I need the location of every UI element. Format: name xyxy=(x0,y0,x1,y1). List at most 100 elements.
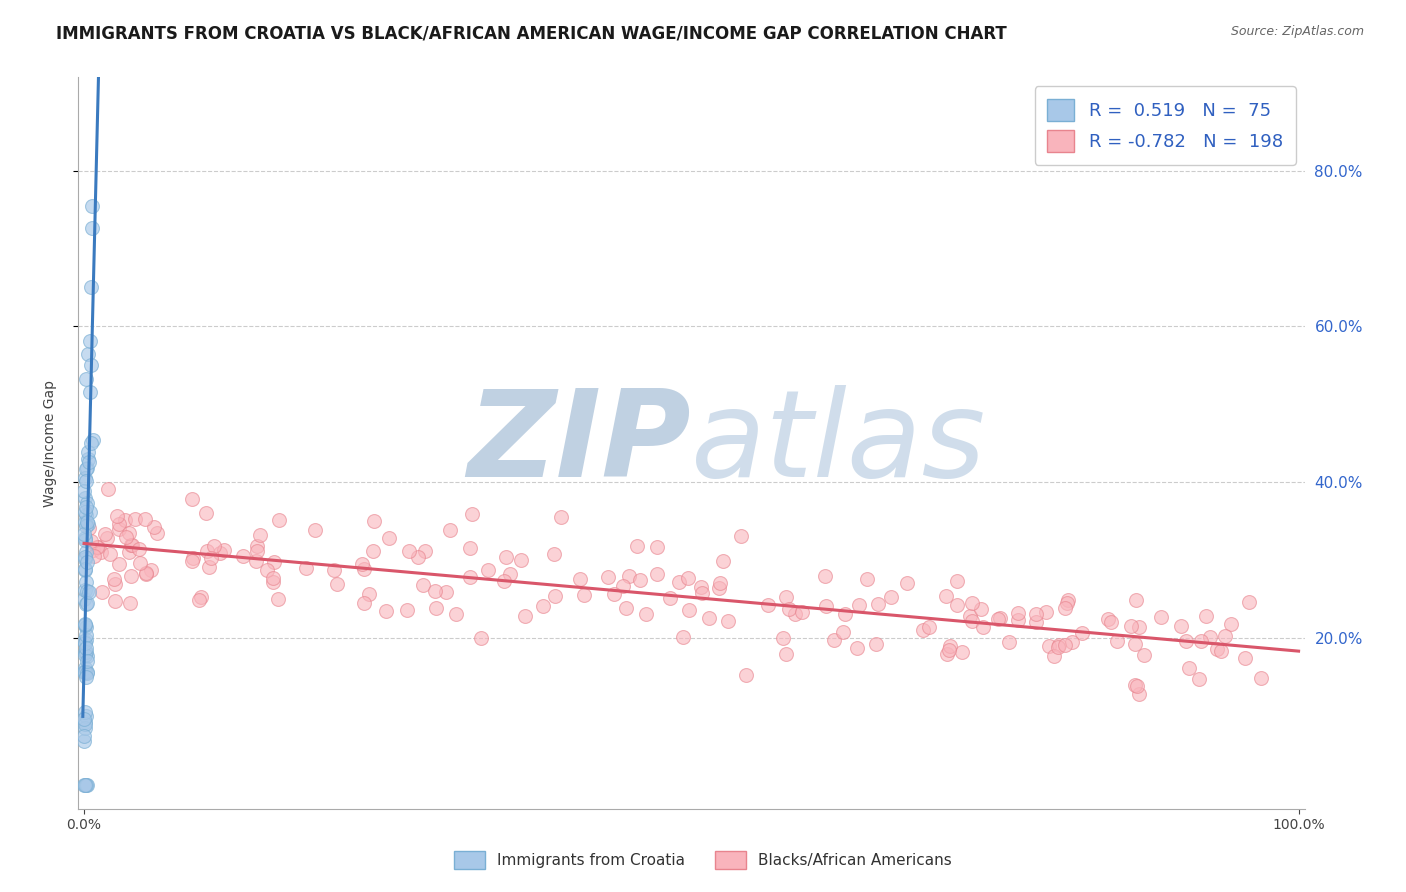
Point xyxy=(1125,593,1147,607)
Point xyxy=(772,631,794,645)
Point xyxy=(477,563,499,577)
Point xyxy=(1188,672,1211,686)
Point xyxy=(470,632,492,646)
Point xyxy=(75,714,97,729)
Point xyxy=(180,554,202,568)
Point xyxy=(1070,625,1092,640)
Point xyxy=(543,547,565,561)
Point xyxy=(1007,606,1029,620)
Point xyxy=(918,620,941,634)
Point xyxy=(107,522,129,536)
Point xyxy=(326,577,349,591)
Point xyxy=(93,526,115,541)
Point xyxy=(96,531,118,545)
Point xyxy=(75,462,97,476)
Point xyxy=(778,601,800,615)
Point xyxy=(294,561,316,575)
Point xyxy=(76,665,98,680)
Point xyxy=(80,435,103,450)
Point xyxy=(73,618,96,632)
Point xyxy=(76,500,98,514)
Point xyxy=(1126,679,1149,693)
Legend: R =  0.519   N =  75, R = -0.782   N =  198: R = 0.519 N = 75, R = -0.782 N = 198 xyxy=(1035,87,1296,165)
Point xyxy=(1209,644,1232,658)
Point xyxy=(596,570,619,584)
Point xyxy=(938,642,960,657)
Point xyxy=(75,552,97,566)
Point xyxy=(103,573,125,587)
Point xyxy=(73,527,96,541)
Point xyxy=(1025,615,1047,629)
Point xyxy=(143,520,166,534)
Point xyxy=(1128,687,1150,701)
Point xyxy=(645,566,668,581)
Point xyxy=(121,538,143,552)
Point xyxy=(105,508,128,523)
Point xyxy=(114,513,136,527)
Point xyxy=(77,455,100,469)
Point xyxy=(73,648,96,662)
Point xyxy=(969,602,991,616)
Point xyxy=(423,583,446,598)
Point xyxy=(181,551,204,566)
Point xyxy=(1047,639,1070,653)
Point xyxy=(936,647,959,661)
Point xyxy=(76,597,98,611)
Point xyxy=(75,471,97,485)
Point xyxy=(262,575,284,590)
Point xyxy=(1035,606,1057,620)
Point xyxy=(75,778,97,792)
Point xyxy=(246,539,269,553)
Point xyxy=(1133,648,1156,662)
Point xyxy=(212,543,235,558)
Point xyxy=(1213,629,1236,643)
Point xyxy=(834,607,856,622)
Point xyxy=(880,590,903,604)
Point xyxy=(267,591,290,606)
Point xyxy=(75,519,97,533)
Point xyxy=(304,523,326,537)
Point xyxy=(98,547,121,561)
Point xyxy=(363,514,385,528)
Point xyxy=(73,717,96,731)
Point xyxy=(107,557,129,571)
Point xyxy=(1105,633,1128,648)
Point xyxy=(198,560,221,574)
Point xyxy=(190,590,212,604)
Point xyxy=(1233,651,1256,665)
Point xyxy=(80,199,103,213)
Point xyxy=(134,512,156,526)
Point xyxy=(76,584,98,599)
Point xyxy=(353,596,375,610)
Point xyxy=(75,597,97,611)
Point xyxy=(374,604,396,618)
Point xyxy=(188,592,211,607)
Point xyxy=(690,580,713,594)
Point xyxy=(513,609,536,624)
Text: ZIP: ZIP xyxy=(468,384,692,501)
Point xyxy=(135,566,157,580)
Text: atlas: atlas xyxy=(692,384,987,501)
Point xyxy=(209,546,232,560)
Point xyxy=(76,515,98,529)
Point xyxy=(135,566,157,581)
Point xyxy=(814,599,837,613)
Point xyxy=(1189,634,1212,648)
Point xyxy=(458,541,481,556)
Point xyxy=(672,631,695,645)
Point xyxy=(396,602,419,616)
Point xyxy=(79,385,101,400)
Point xyxy=(76,495,98,509)
Point xyxy=(707,582,730,596)
Point xyxy=(120,569,142,583)
Point xyxy=(73,734,96,748)
Point xyxy=(460,569,482,583)
Point xyxy=(79,533,101,548)
Point xyxy=(90,585,112,599)
Point xyxy=(1042,648,1064,663)
Point xyxy=(322,563,344,577)
Point xyxy=(1097,612,1119,626)
Point xyxy=(959,608,981,623)
Point xyxy=(269,513,291,527)
Point xyxy=(709,576,731,591)
